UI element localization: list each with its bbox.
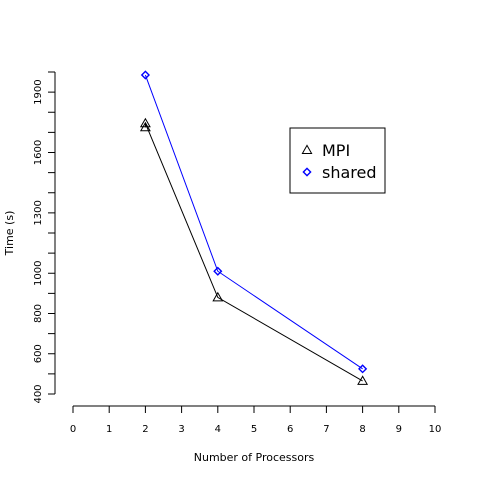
- series-line: [144, 74, 363, 370]
- data-point: [357, 375, 369, 385]
- y-tick-label: 400: [33, 384, 44, 403]
- series-MPI: [139, 117, 369, 385]
- y-tick-label: 1600: [33, 140, 44, 165]
- x-tick-label: 10: [429, 424, 442, 435]
- legend: MPI shared: [289, 127, 386, 194]
- legend-marker: [302, 167, 312, 177]
- data-point: [140, 70, 150, 80]
- x-tick-label: 2: [142, 424, 148, 435]
- y-tick-label: 1000: [33, 261, 44, 286]
- y-tick-label: 1300: [33, 200, 44, 225]
- x-tick-label: 9: [396, 424, 402, 435]
- plot-area: [139, 70, 369, 385]
- x-axis-label: Number of Processors: [194, 451, 315, 464]
- legend-marker: [301, 144, 313, 154]
- data-point: [358, 364, 368, 374]
- y-tick-label: 600: [33, 344, 44, 363]
- legend-label: MPI: [322, 141, 350, 160]
- x-tick-label: 0: [70, 424, 76, 435]
- x-tick-label: 3: [178, 424, 184, 435]
- data-point: [139, 117, 151, 128]
- axes: 0 1 2 3 4 5 6 7 8 9 10 400 600 800 1000 1300 1600 1900: [33, 71, 442, 435]
- x-tick-label: 7: [323, 424, 329, 435]
- data-point: [213, 266, 223, 276]
- series-line: [144, 123, 363, 382]
- legend-box: [289, 127, 386, 194]
- legend-label: shared: [322, 163, 377, 182]
- x-tick-label: 1: [106, 424, 112, 435]
- x-tick-label: 4: [215, 424, 221, 435]
- y-tick-label: 1900: [33, 79, 44, 104]
- data-point: [212, 291, 224, 302]
- y-axis-label: Time (s): [3, 211, 16, 257]
- series-shared: [140, 70, 368, 374]
- x-tick-label: 8: [359, 424, 365, 435]
- x-tick-label: 5: [251, 424, 257, 435]
- x-tick-label: 6: [287, 424, 293, 435]
- y-tick-label: 800: [33, 304, 44, 323]
